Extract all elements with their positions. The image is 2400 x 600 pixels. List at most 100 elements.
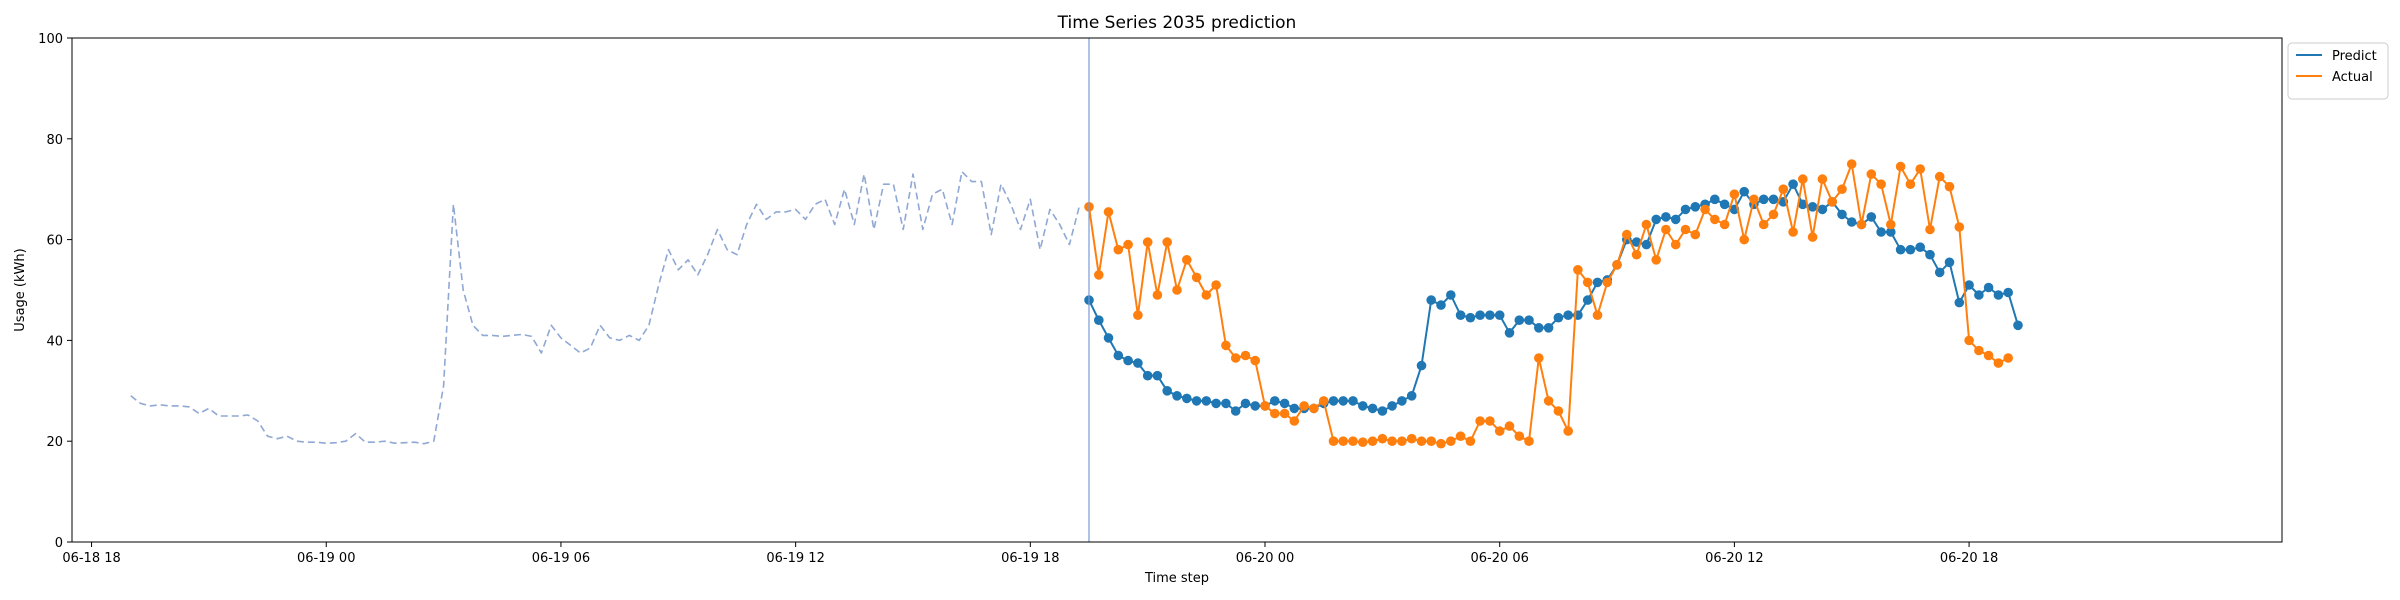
actual-data-point: [1240, 350, 1251, 361]
predict-data-point: [1328, 396, 1339, 406]
predict-data-point: [1563, 310, 1573, 321]
plot-frame: [71, 37, 2283, 543]
actual-data-point: [1788, 227, 1798, 237]
predict-data-point: [1524, 315, 1534, 326]
actual-data-point: [1592, 310, 1603, 321]
actual-data-point: [1133, 310, 1143, 321]
predict-data-point: [1162, 386, 1172, 396]
x-tick-label: 06-18 18: [62, 551, 120, 566]
predict-data-point: [1348, 396, 1358, 406]
predict-data-point: [1465, 312, 1476, 323]
x-tick-label: 06-19 12: [766, 551, 824, 566]
plot-area: [130, 38, 2023, 542]
predict-data-point: [1895, 244, 1906, 255]
actual-data-point: [1837, 184, 1847, 194]
predict-data-point: [1221, 398, 1231, 409]
actual-data-point: [1983, 350, 1994, 361]
predict-data-point: [1358, 401, 1368, 411]
actual-data-point: [1758, 219, 1769, 230]
predict-data-point: [1592, 277, 1603, 288]
actual-data-point: [1211, 280, 1221, 290]
actual-data-point: [1651, 254, 1661, 265]
actual-data-point: [1700, 204, 1710, 215]
predict-data-point: [1651, 214, 1661, 225]
actual-data-point: [1309, 403, 1319, 414]
x-tick-label: 06-19 00: [297, 551, 355, 566]
predict-data-point: [1905, 244, 1916, 255]
actual-data-point: [1807, 232, 1818, 242]
predict-data-point: [1944, 257, 1955, 268]
predict-data-point: [1485, 310, 1495, 321]
predict-data-point: [1250, 401, 1260, 411]
actual-data-point: [1426, 436, 1436, 447]
predict-data-point: [1387, 401, 1397, 411]
y-tick-label: 20: [46, 435, 63, 450]
actual-data-point: [1201, 290, 1212, 300]
predict-data-point: [1201, 396, 1212, 406]
actual-data-point: [1446, 436, 1456, 447]
legend-label-actual: Actual: [2332, 70, 2373, 85]
actual-data-point: [1719, 219, 1730, 230]
predict-data-point: [1543, 323, 1554, 333]
predict-data-point: [1475, 310, 1485, 321]
actual-data-point: [1925, 224, 1935, 235]
x-tick-label: 06-19 18: [1001, 551, 1059, 566]
predict-data-point: [1338, 396, 1348, 406]
predict-data-point: [1172, 391, 1182, 401]
predict-data-point: [1289, 403, 1300, 414]
actual-data-point: [1172, 285, 1182, 295]
predict-data-point: [1279, 398, 1290, 409]
predict-data-point: [1886, 227, 1896, 237]
actual-data-point: [1221, 340, 1231, 351]
actual-data-point: [1377, 433, 1388, 444]
actual-data-point: [1348, 436, 1358, 447]
predict-data-point: [1661, 212, 1671, 222]
actual-data-point: [1739, 234, 1749, 245]
predict-data-point: [1494, 310, 1505, 321]
actual-data-point: [1631, 249, 1642, 260]
actual-data-point: [1289, 416, 1300, 426]
predict-data-point: [1133, 358, 1143, 368]
actual-data-point: [1827, 197, 1837, 207]
predict-data-point: [1406, 391, 1417, 401]
actual-data-point: [2003, 353, 2013, 363]
actual-data-point: [1846, 159, 1857, 169]
actual-data-point: [1103, 207, 1114, 217]
legend-box: [2287, 42, 2389, 100]
predict-data-point: [1974, 290, 1984, 300]
predict-data-point: [1152, 370, 1163, 381]
predict-data-point: [1094, 315, 1104, 326]
predict-data-point: [1113, 350, 1124, 361]
actual-data-point: [1113, 244, 1124, 255]
predict-data-point: [1690, 202, 1701, 212]
actual-data-point: [1299, 401, 1309, 411]
actual-data-point: [1465, 436, 1476, 447]
x-tick-label: 06-20 12: [1705, 551, 1763, 566]
actual-data-point: [1514, 431, 1525, 442]
actual-data-point: [1612, 260, 1622, 270]
actual-data-point: [1749, 194, 1759, 205]
predict-data-point: [1367, 403, 1378, 414]
predict-data-point: [1240, 398, 1251, 409]
predict-data-point: [1983, 282, 1994, 293]
predict-data-point: [1211, 398, 1221, 409]
actual-data-point: [1191, 272, 1202, 283]
actual-data-point: [1768, 209, 1779, 220]
actual-data-point: [1152, 290, 1163, 300]
predict-data-point: [1680, 204, 1691, 215]
predict-data-point: [1142, 370, 1153, 381]
predict-data-point: [1798, 199, 1808, 210]
predict-data-point: [1964, 280, 1974, 290]
actual-data-point: [1622, 229, 1632, 240]
x-tick-label: 06-20 18: [1940, 551, 1998, 566]
actual-data-point: [1182, 254, 1192, 265]
actual-data-point: [1406, 433, 1417, 444]
predict-data-point: [1710, 194, 1720, 205]
actual-data-point: [1270, 408, 1280, 419]
predict-data-point: [1191, 396, 1202, 406]
predict-data-point: [2003, 287, 2013, 298]
predict-data-point: [1866, 212, 1877, 222]
actual-data-point: [1367, 436, 1378, 447]
actual-data-point: [1534, 353, 1544, 363]
predict-data-point: [1426, 295, 1436, 305]
